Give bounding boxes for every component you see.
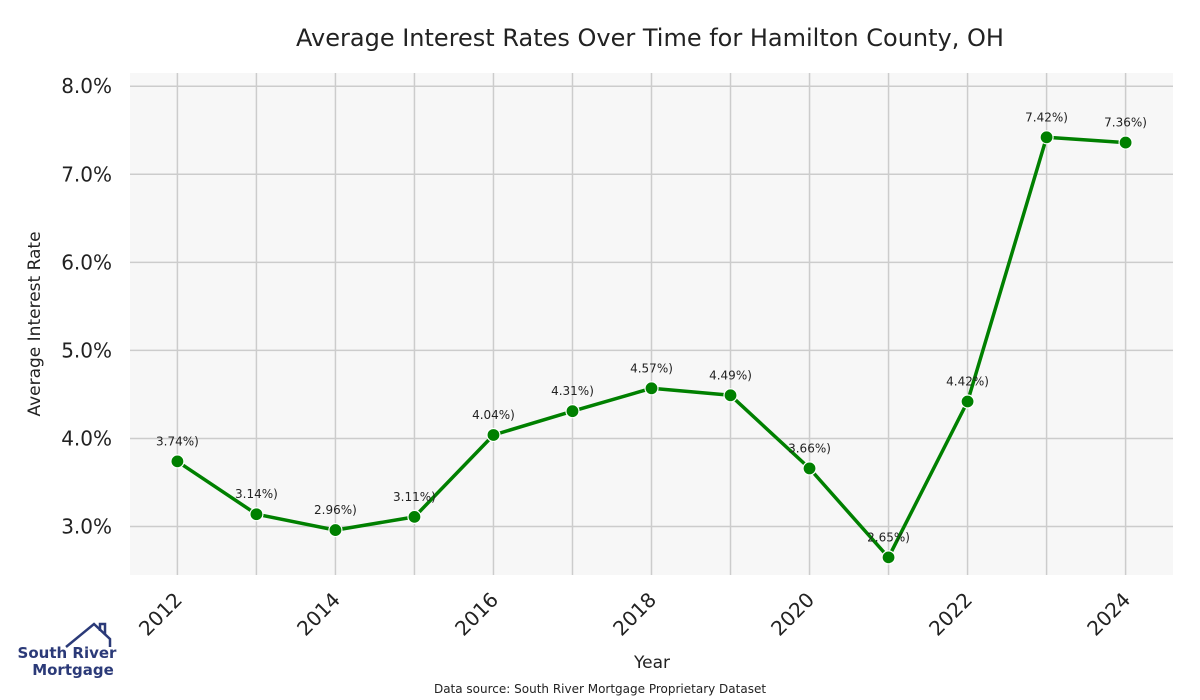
x-tick-label: 2022	[924, 588, 977, 641]
data-label: 3.14%)	[235, 487, 278, 501]
data-point	[881, 550, 896, 565]
data-point	[249, 507, 264, 522]
y-tick-label: 6.0%	[61, 250, 112, 274]
x-axis-ticks: 2012 2014 2016 2018 2020 2022 2024	[134, 588, 1135, 641]
data-point	[1039, 130, 1054, 145]
data-point	[1118, 135, 1133, 150]
data-label: 4.49%)	[709, 368, 752, 382]
gridlines	[130, 73, 1173, 575]
logo-line-2: Mortgage	[32, 661, 114, 679]
data-label: 2.96%)	[314, 503, 357, 517]
data-point	[170, 454, 185, 469]
data-label: 4.57%)	[630, 361, 673, 375]
logo-line-1: South River	[18, 644, 118, 662]
data-point	[486, 427, 501, 443]
x-tick-label: 2018	[608, 588, 661, 641]
y-tick-label: 8.0%	[61, 74, 112, 98]
data-label: 2.65%)	[867, 530, 910, 544]
x-tick-label: 2012	[134, 588, 187, 641]
y-tick-label: 3.0%	[61, 515, 112, 539]
data-label: 7.42%)	[1025, 110, 1068, 124]
y-axis-label: Average Interest Rate	[25, 231, 45, 416]
data-label: 4.04%)	[472, 408, 515, 422]
y-tick-label: 5.0%	[61, 338, 112, 362]
data-point	[565, 404, 580, 419]
x-tick-label: 2016	[450, 588, 503, 641]
data-label: 4.42%)	[946, 375, 989, 389]
data-label: 3.74%)	[156, 434, 199, 448]
x-tick-label: 2014	[292, 588, 345, 641]
data-point	[802, 461, 817, 476]
data-source-note: Data source: South River Mortgage Propri…	[434, 682, 766, 696]
y-tick-label: 7.0%	[61, 162, 112, 186]
data-label: 3.11%)	[393, 490, 436, 504]
data-label: 4.31%)	[551, 384, 594, 398]
data-point	[723, 388, 738, 403]
x-tick-label: 2024	[1082, 588, 1135, 641]
chimney-icon	[98, 622, 107, 635]
logo: South River Mortgage	[18, 622, 118, 679]
data-label: 3.66%)	[788, 441, 831, 455]
chart-title: Average Interest Rates Over Time for Ham…	[296, 24, 1004, 52]
data-point	[644, 381, 659, 396]
data-point	[960, 394, 975, 409]
data-label: 7.36%)	[1104, 116, 1147, 130]
x-axis-label: Year	[633, 653, 670, 673]
x-tick-label: 2020	[766, 588, 819, 641]
house-roof-icon	[65, 622, 112, 648]
series-layer: 3.74%) 3.14%) 2.96%) 3.11%) 4.04%) 4.31%) 4.57…	[156, 110, 1147, 565]
y-axis-ticks: 3.0% 4.0% 5.0% 6.0% 7.0% 8.0%	[61, 74, 112, 538]
data-point	[407, 509, 422, 524]
y-tick-label: 4.0%	[61, 426, 112, 450]
data-point	[328, 522, 343, 538]
